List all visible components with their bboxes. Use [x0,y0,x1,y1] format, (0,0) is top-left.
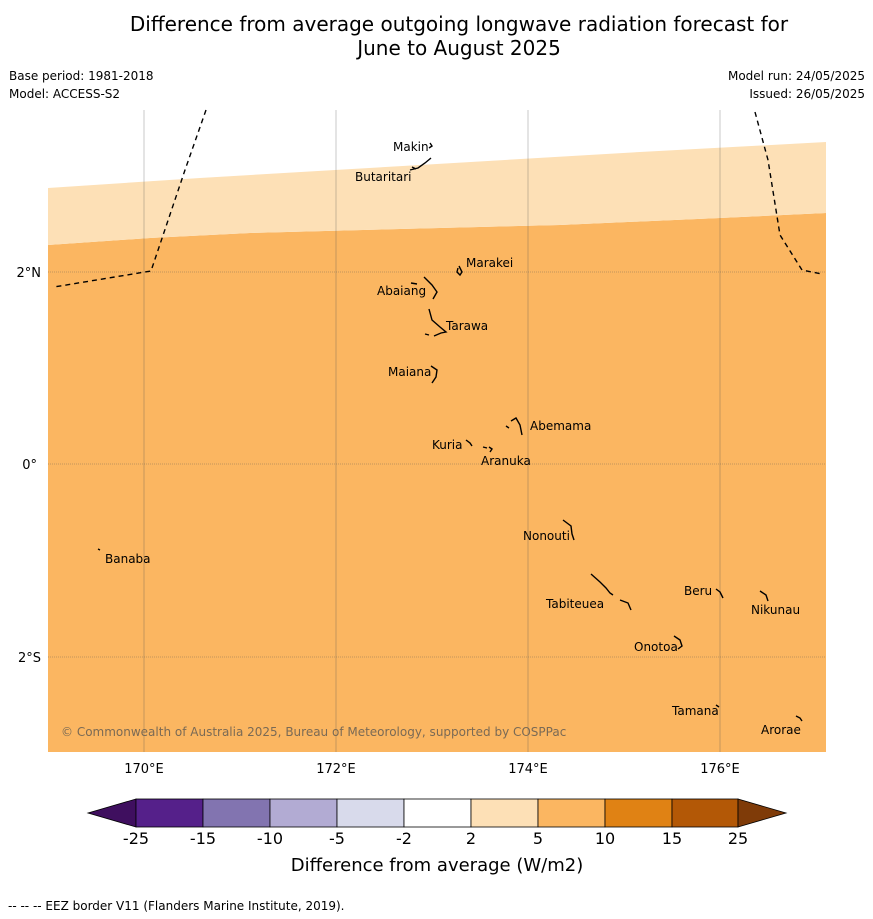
island-butaritari [409,157,432,171]
label-nikunau: Nikunau [751,603,800,617]
tick-2: 2 [466,829,476,848]
island-kuria [465,439,473,447]
eez-border-east [754,111,823,275]
lon-label-176e: 176°E [700,762,740,777]
label-arorae: Arorae [761,723,801,737]
tick-minus-5: -5 [329,829,345,848]
island-nonouti [562,519,575,541]
tick-25: 25 [728,829,748,848]
colorbar-box-6 [470,798,539,828]
colorbar-box-9 [671,798,739,828]
label-tamana: Tamana [671,704,719,718]
right-metadata: Model run: 24/05/2025 Issued: 26/05/2025 [728,67,865,103]
colorbar-box-3 [269,798,338,828]
lon-label-172e: 172°E [316,762,356,777]
lat-label-2s: 2°S [18,651,41,666]
tick-minus-10: -10 [257,829,283,848]
copyright-notice: © Commonwealth of Australia 2025, Bureau… [61,725,566,739]
label-maiana: Maiana [388,365,431,379]
eez-border-west [53,109,207,288]
lat-label-2n: 2°N [17,266,42,281]
map-area [48,142,826,752]
colorbar-high-extension [737,798,788,828]
label-tabiteuea: Tabiteuea [545,597,604,611]
place-labels: Makin Butaritari Marakei Abaiang Tarawa … [105,140,801,737]
model-name: Model: ACCESS-S2 [9,87,121,101]
label-aranuka: Aranuka [481,454,531,468]
label-marakei: Marakei [466,256,513,270]
label-tarawa: Tarawa [445,319,488,333]
tick-15: 15 [662,829,682,848]
tick-minus-25: -25 [123,829,149,848]
title-line-2: June to August 2025 [357,36,561,60]
zone-5-to-10 [48,213,826,752]
island-banaba [97,548,101,551]
label-abaiang: Abaiang [377,284,426,298]
latitude-labels: 2°N 0° 2°S [17,266,42,666]
tick-minus-2: -2 [396,829,412,848]
island-tabiteuea [590,573,632,611]
label-onotoa: Onotoa [634,640,678,654]
colorbar-box-2 [202,798,271,828]
label-beru: Beru [684,584,712,598]
title-line-1: Difference from average outgoing longwav… [129,12,789,36]
eez-footnote: -- -- -- EEZ border V11 (Flanders Marine… [8,899,345,913]
island-marakei [456,265,463,277]
label-banaba: Banaba [105,552,151,566]
island-onotoa [673,635,683,650]
issued-date: Issued: 26/05/2025 [749,87,865,101]
label-makin: Makin [393,140,429,154]
label-nonouti: Nonouti [523,529,570,543]
label-butaritari: Butaritari [355,170,412,184]
tick-10: 10 [595,829,615,848]
island-maiana [430,365,438,384]
colorbar-box-8 [604,798,673,828]
island-arorae [795,715,803,722]
gridlines [48,110,826,752]
island-makin [428,142,433,149]
tick-minus-15: -15 [190,829,216,848]
left-metadata: Base period: 1981-2018 Model: ACCESS-S2 [9,67,154,103]
colorbar-legend: -25 -15 -10 -5 -2 2 5 10 15 25 Differenc… [86,798,788,876]
longitude-labels: 170°E 172°E 174°E 176°E [124,762,740,777]
label-kuria: Kuria [432,438,463,452]
lon-label-170e: 170°E [124,762,164,777]
eez-borders [53,109,823,288]
lat-label-0: 0° [22,458,37,473]
island-abemama [505,417,523,436]
colorbar-box-4 [336,798,405,828]
island-tarawa [424,308,448,337]
label-abemama: Abemama [530,419,591,433]
island-outlines [97,142,803,722]
colorbar-low-extension [86,798,137,828]
island-tamana [715,704,720,708]
colorbar-box-1 [135,798,204,828]
chart-title: Difference from average outgoing longwav… [0,12,873,60]
base-period: Base period: 1981-2018 [9,69,154,83]
colorbar-box-7 [537,798,606,828]
colorbar-box-5 [403,798,472,828]
tick-5: 5 [533,829,543,848]
lon-label-174e: 174°E [508,762,548,777]
colorbar-ticks: -25 -15 -10 -5 -2 2 5 10 15 25 [123,829,748,848]
island-aranuka [482,446,493,453]
colorbar-title: Difference from average (W/m2) [291,855,583,876]
island-nikunau [759,590,769,602]
zone-2-to-5 [48,142,826,245]
island-beru [715,588,724,599]
model-run: Model run: 24/05/2025 [727,69,865,83]
island-abaiang [410,276,438,300]
